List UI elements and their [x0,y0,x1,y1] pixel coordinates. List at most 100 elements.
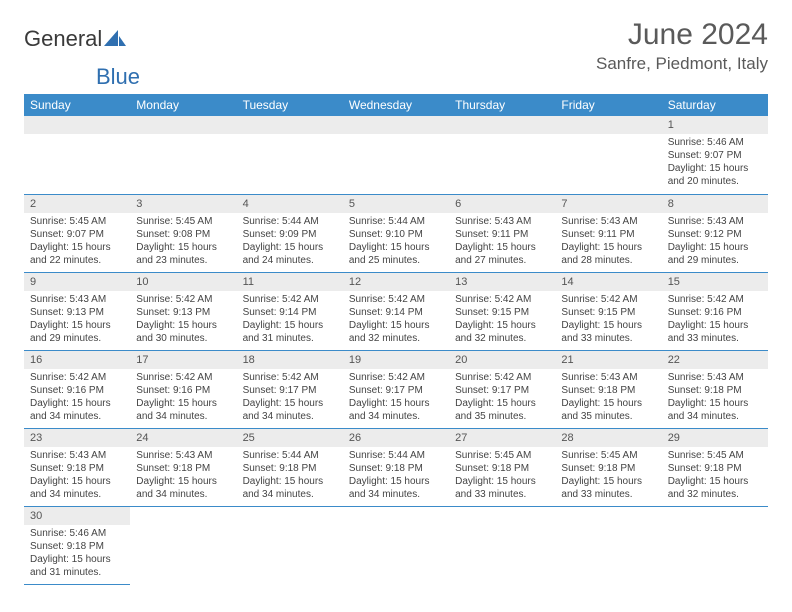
day-number: 10 [130,273,236,291]
day-info: Sunrise: 5:42 AMSunset: 9:17 PMDaylight:… [237,369,343,427]
day-info: Sunrise: 5:43 AMSunset: 9:11 PMDaylight:… [555,213,661,271]
day-info: Sunrise: 5:44 AMSunset: 9:18 PMDaylight:… [237,447,343,505]
calendar-cell: 14Sunrise: 5:42 AMSunset: 9:15 PMDayligh… [555,272,661,350]
day-number: 2 [24,195,130,213]
day-number: 16 [24,351,130,369]
day-header: Tuesday [237,94,343,116]
calendar-cell [24,116,130,194]
day-number: 25 [237,429,343,447]
sail-icon [104,30,126,48]
calendar-cell [237,506,343,584]
day-number: 29 [662,429,768,447]
day-info: Sunrise: 5:46 AMSunset: 9:18 PMDaylight:… [24,525,130,583]
calendar-cell: 17Sunrise: 5:42 AMSunset: 9:16 PMDayligh… [130,350,236,428]
calendar-cell [449,506,555,584]
day-info: Sunrise: 5:43 AMSunset: 9:12 PMDaylight:… [662,213,768,271]
day-info: Sunrise: 5:42 AMSunset: 9:16 PMDaylight:… [662,291,768,349]
calendar-cell: 27Sunrise: 5:45 AMSunset: 9:18 PMDayligh… [449,428,555,506]
day-info: Sunrise: 5:45 AMSunset: 9:08 PMDaylight:… [130,213,236,271]
day-info: Sunrise: 5:42 AMSunset: 9:16 PMDaylight:… [130,369,236,427]
day-number: 22 [662,351,768,369]
day-number: 3 [130,195,236,213]
day-number: 20 [449,351,555,369]
day-number: 15 [662,273,768,291]
day-number: 19 [343,351,449,369]
day-info: Sunrise: 5:45 AMSunset: 9:18 PMDaylight:… [449,447,555,505]
day-header: Saturday [662,94,768,116]
calendar-cell: 10Sunrise: 5:42 AMSunset: 9:13 PMDayligh… [130,272,236,350]
empty-day-bar [130,116,236,134]
day-info: Sunrise: 5:43 AMSunset: 9:18 PMDaylight:… [662,369,768,427]
day-number: 6 [449,195,555,213]
day-info: Sunrise: 5:42 AMSunset: 9:14 PMDaylight:… [343,291,449,349]
day-number: 26 [343,429,449,447]
calendar-cell: 29Sunrise: 5:45 AMSunset: 9:18 PMDayligh… [662,428,768,506]
empty-day-bar [237,116,343,134]
calendar-cell: 13Sunrise: 5:42 AMSunset: 9:15 PMDayligh… [449,272,555,350]
day-number: 27 [449,429,555,447]
calendar-cell: 9Sunrise: 5:43 AMSunset: 9:13 PMDaylight… [24,272,130,350]
empty-day-bar [449,116,555,134]
day-number: 18 [237,351,343,369]
logo-text-general: General [24,26,102,52]
day-number: 24 [130,429,236,447]
calendar-table: SundayMondayTuesdayWednesdayThursdayFrid… [24,94,768,585]
calendar-cell: 4Sunrise: 5:44 AMSunset: 9:09 PMDaylight… [237,194,343,272]
calendar-cell: 21Sunrise: 5:43 AMSunset: 9:18 PMDayligh… [555,350,661,428]
calendar-cell [130,116,236,194]
day-info: Sunrise: 5:44 AMSunset: 9:09 PMDaylight:… [237,213,343,271]
day-info: Sunrise: 5:44 AMSunset: 9:18 PMDaylight:… [343,447,449,505]
day-number: 1 [662,116,768,134]
calendar-cell [449,116,555,194]
calendar-row: 30Sunrise: 5:46 AMSunset: 9:18 PMDayligh… [24,506,768,584]
calendar-cell: 18Sunrise: 5:42 AMSunset: 9:17 PMDayligh… [237,350,343,428]
day-header: Monday [130,94,236,116]
calendar-cell [343,116,449,194]
calendar-cell: 5Sunrise: 5:44 AMSunset: 9:10 PMDaylight… [343,194,449,272]
calendar-cell: 19Sunrise: 5:42 AMSunset: 9:17 PMDayligh… [343,350,449,428]
calendar-cell: 23Sunrise: 5:43 AMSunset: 9:18 PMDayligh… [24,428,130,506]
day-info: Sunrise: 5:42 AMSunset: 9:13 PMDaylight:… [130,291,236,349]
day-number: 28 [555,429,661,447]
day-number: 12 [343,273,449,291]
day-info: Sunrise: 5:42 AMSunset: 9:15 PMDaylight:… [555,291,661,349]
month-title: June 2024 [596,18,768,52]
location: Sanfre, Piedmont, Italy [596,54,768,74]
empty-day-bar [343,116,449,134]
calendar-cell: 22Sunrise: 5:43 AMSunset: 9:18 PMDayligh… [662,350,768,428]
calendar-cell: 15Sunrise: 5:42 AMSunset: 9:16 PMDayligh… [662,272,768,350]
calendar-cell: 3Sunrise: 5:45 AMSunset: 9:08 PMDaylight… [130,194,236,272]
day-header: Wednesday [343,94,449,116]
calendar-body: 1Sunrise: 5:46 AMSunset: 9:07 PMDaylight… [24,116,768,584]
calendar-cell: 2Sunrise: 5:45 AMSunset: 9:07 PMDaylight… [24,194,130,272]
day-info: Sunrise: 5:45 AMSunset: 9:07 PMDaylight:… [24,213,130,271]
day-number: 9 [24,273,130,291]
calendar-cell: 12Sunrise: 5:42 AMSunset: 9:14 PMDayligh… [343,272,449,350]
day-number: 30 [24,507,130,525]
empty-day-bar [555,116,661,134]
calendar-cell: 20Sunrise: 5:42 AMSunset: 9:17 PMDayligh… [449,350,555,428]
calendar-cell: 6Sunrise: 5:43 AMSunset: 9:11 PMDaylight… [449,194,555,272]
calendar-cell: 11Sunrise: 5:42 AMSunset: 9:14 PMDayligh… [237,272,343,350]
day-info: Sunrise: 5:43 AMSunset: 9:11 PMDaylight:… [449,213,555,271]
day-info: Sunrise: 5:44 AMSunset: 9:10 PMDaylight:… [343,213,449,271]
day-header: Thursday [449,94,555,116]
calendar-head: SundayMondayTuesdayWednesdayThursdayFrid… [24,94,768,116]
calendar-cell [343,506,449,584]
logo-text-blue-wrap: Blue [96,64,146,90]
day-header: Friday [555,94,661,116]
title-block: June 2024 Sanfre, Piedmont, Italy [596,18,768,74]
day-number: 21 [555,351,661,369]
calendar-cell: 1Sunrise: 5:46 AMSunset: 9:07 PMDaylight… [662,116,768,194]
calendar-cell: 16Sunrise: 5:42 AMSunset: 9:16 PMDayligh… [24,350,130,428]
calendar-row: 9Sunrise: 5:43 AMSunset: 9:13 PMDaylight… [24,272,768,350]
calendar-row: 2Sunrise: 5:45 AMSunset: 9:07 PMDaylight… [24,194,768,272]
day-number: 14 [555,273,661,291]
day-info: Sunrise: 5:45 AMSunset: 9:18 PMDaylight:… [662,447,768,505]
calendar-cell: 25Sunrise: 5:44 AMSunset: 9:18 PMDayligh… [237,428,343,506]
calendar-row: 16Sunrise: 5:42 AMSunset: 9:16 PMDayligh… [24,350,768,428]
day-info: Sunrise: 5:43 AMSunset: 9:18 PMDaylight:… [24,447,130,505]
calendar-cell [555,116,661,194]
day-info: Sunrise: 5:42 AMSunset: 9:14 PMDaylight:… [237,291,343,349]
day-header: Sunday [24,94,130,116]
